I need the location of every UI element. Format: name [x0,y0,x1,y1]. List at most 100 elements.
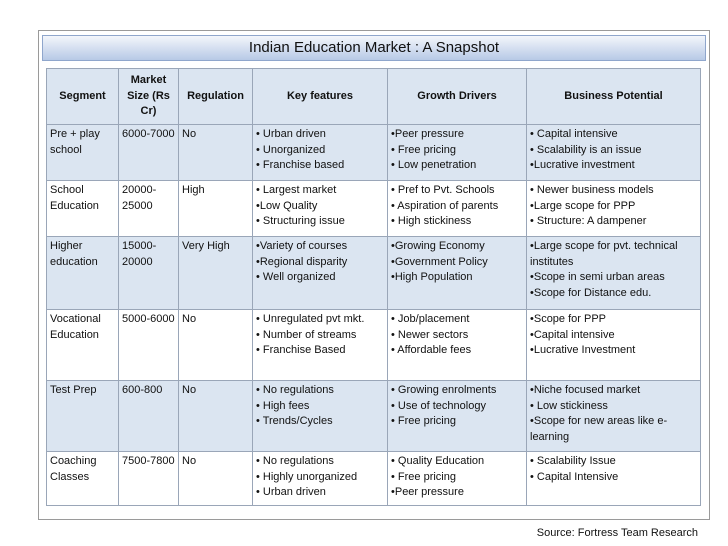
table-cell: No [178,451,253,506]
table-cell: Higher education [46,236,119,310]
table-cell: Pre + play school [46,124,119,181]
cell-item: • Number of streams [256,328,357,341]
cell-item: • Scalability Issue [530,455,616,467]
cell-item: • Affordable fees [391,344,472,356]
table-cell: •Growing Economy •Government Policy •High … [387,236,527,310]
cell-item: •Regional disparity [256,255,348,268]
table-cell: Vocational Education [46,309,119,381]
cell-item: • Scalability is an issue [530,143,642,156]
cell-item: • Franchise Based [256,344,346,356]
cell-item: • Newer business models [530,184,654,196]
header-row: Segment Market Size (Rs Cr) Regulation Key … [46,68,701,125]
cell-item: •Scope for Distance edu. [530,286,652,299]
table-cell: • Job/placement • Newer sectors • Affordab… [387,309,527,381]
table-cell: • Newer business models •Large scope for … [526,180,701,237]
table-cell: 5000-6000 [118,309,179,381]
cell-item: •Growing Economy [391,240,485,252]
cell-item: •Low Quality [256,199,318,212]
cell-item: •Scope in semi urban areas [530,271,665,283]
cell-item: • Largest market [256,184,337,196]
header-cell: Regulation [178,68,253,125]
cell-item: • Free pricing [391,470,456,483]
cell-item: • Capital intensive [530,128,618,140]
cell-item: •Niche focused market [530,384,641,396]
cell-item: • Free pricing [391,143,456,156]
title: Indian Education Market : A Snapshot [42,35,706,61]
table-cell: • Capital intensive • Scalability is an i… [526,124,701,181]
table-cell: • No regulations • High fees • Trends/Cycl… [252,380,388,452]
cell-item: • Unorganized [256,143,326,156]
header-cell: Business Potential [526,68,701,125]
table-cell: • Largest market •Low Quality • Structurin… [252,180,388,237]
cell-item: • Highly unorganized [256,470,358,483]
cell-item: •Peer pressure [391,486,464,498]
table-cell: • Pref to Pvt. Schools • Aspiration of pa… [387,180,527,237]
cell-item: • High stickiness [391,215,472,227]
cell-item: • Free pricing [391,415,456,427]
cell-item: •High Population [391,271,473,283]
table-cell: 20000-25000 [118,180,179,237]
table-cell: No [178,380,253,452]
cell-item: • Quality Education [391,455,485,467]
table-row: Coaching Classes 7500-7800 No • No regulati… [46,451,701,506]
cell-item: •Variety of courses [256,240,348,252]
cell-item: • No regulations [256,384,334,396]
source: Source: Fortress Team Research [536,527,698,539]
table-cell: No [178,309,253,381]
table-cell: •Large scope for pvt. technical institut… [526,236,701,310]
table-cell: 15000-20000 [118,236,179,310]
table-row: Higher education 15000-20000 Very High •Var… [46,236,701,310]
cell-item: •Peer pressure [391,128,464,140]
cell-item: • Capital Intensive [530,470,619,483]
cell-item: • High fees [256,399,310,412]
table-cell: •Scope for PPP •Capital intensive •Lucrati… [526,309,701,381]
cell-item: •Scope for PPP [530,313,607,325]
cell-item: •Scope for new areas like e-learning [530,415,668,443]
table-cell: •Peer pressure • Free pricing • Low penetr… [387,124,527,181]
table-row: Pre + play school 6000-7000 No • Urban driv… [46,124,701,181]
table-cell: Test Prep [46,380,119,452]
market-table: Segment Market Size (Rs Cr) Regulation Key … [46,68,701,506]
table-cell: • No regulations • Highly unorganized • Ur… [252,451,388,506]
table-row: Test Prep 600-800 No • No regulations • High… [46,380,701,452]
cell-item: • Structure: A dampener [530,215,647,227]
cell-item: •Large scope for PPP [530,199,636,212]
cell-item: •Lucrative Investment [530,344,636,356]
header-cell: Market Size (Rs Cr) [118,68,179,125]
cell-item: • No regulations [256,455,334,467]
table-cell: 600-800 [118,380,179,452]
table-cell: Coaching Classes [46,451,119,506]
table-row: School Education 20000-25000 High • Largest… [46,180,701,237]
cell-item: • Trends/Cycles [256,415,333,427]
cell-item: • Unregulated pvt mkt. [256,313,365,325]
header-cell: Growth Drivers [387,68,527,125]
table-cell: High [178,180,253,237]
cell-item: •Capital intensive [530,328,615,341]
table-cell: •Niche focused market • Low stickiness •Sc… [526,380,701,452]
table-row: Vocational Education 5000-6000 No • Unregul… [46,309,701,381]
cell-item: • Growing enrolments [391,384,497,396]
table-cell: School Education [46,180,119,237]
cell-item: •Lucrative investment [530,159,635,171]
table-cell: No [178,124,253,181]
cell-item: • Urban driven [256,128,326,140]
cell-item: • Pref to Pvt. Schools [391,184,495,196]
cell-item: • Low penetration [391,159,477,171]
cell-item: • Newer sectors [391,328,469,341]
cell-item: • Structuring issue [256,215,345,227]
header-cell: Key features [252,68,388,125]
table-cell: 6000-7000 [118,124,179,181]
table-cell: Very High [178,236,253,310]
cell-item: • Urban driven [256,486,326,498]
table-cell: •Variety of courses •Regional disparity • … [252,236,388,310]
header-cell: Segment [46,68,119,125]
table-cell: • Quality Education • Free pricing •Peer p… [387,451,527,506]
cell-item: •Government Policy [391,255,488,268]
cell-item: •Large scope for pvt. technical institut… [530,240,678,268]
table-cell: • Scalability Issue • Capital Intensive [526,451,701,506]
table-cell: • Urban driven • Unorganized • Franchise b… [252,124,388,181]
cell-item: • Use of technology [391,399,486,412]
cell-item: • Well organized [256,271,336,283]
table-cell: • Growing enrolments • Use of technology •… [387,380,527,452]
